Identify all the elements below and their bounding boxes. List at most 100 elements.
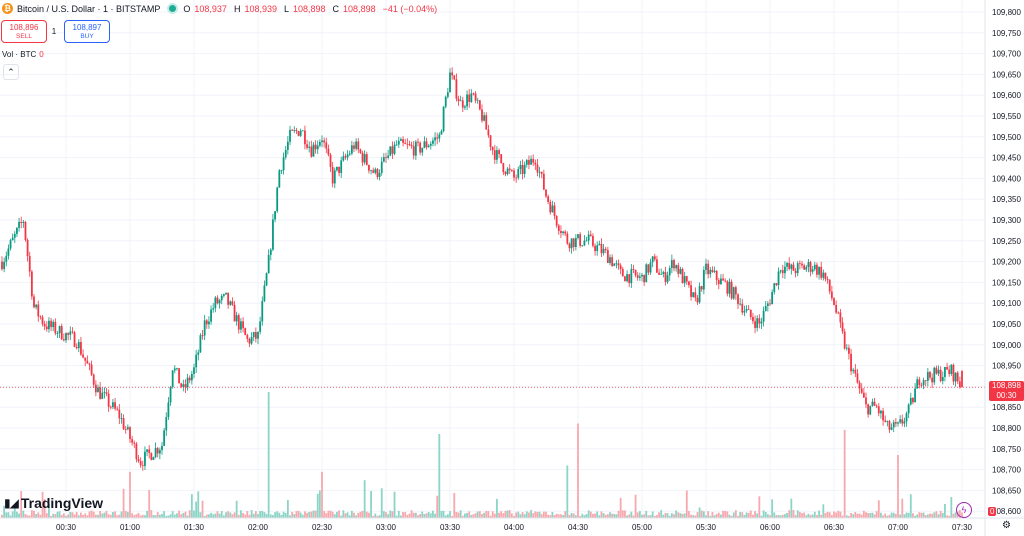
candle-body [257,331,259,339]
candle-body [636,275,639,278]
candle-body [664,272,667,282]
volume-bar [901,498,904,518]
candle-body [67,333,70,335]
volume-bar [30,510,33,518]
high-value: 108,939 [244,3,277,14]
candle-body [916,379,919,389]
price-tick-label: 108,700 [992,466,1021,475]
candle-body [167,402,170,418]
candle-body [171,370,174,388]
volume-bar [146,510,148,518]
candle-body [417,141,419,143]
buy-button[interactable]: 108,897 BUY [64,20,110,43]
candle-body [784,266,786,274]
candle-body [84,357,87,361]
candle-body [929,372,931,378]
time-tick-label: 01:00 [120,523,141,532]
sell-button[interactable]: 108,896 SELL [1,20,47,43]
candle-body [118,409,121,419]
volume-bar [626,515,628,518]
volume-bar [894,513,897,518]
candle-body [344,156,347,158]
volume-bar [3,505,6,518]
candle-body [60,326,63,340]
chevron-up-icon[interactable]: ⌃ [3,64,19,80]
volume-bar [114,511,116,518]
candle-body [193,367,195,374]
volume-bar [167,515,170,518]
volume-bar [120,511,123,518]
candle-body [186,377,189,388]
volume-bar [668,515,671,518]
volume-bar [685,490,688,518]
volume-bar [353,512,355,518]
market-status-icon[interactable] [169,5,177,12]
high-label: H [233,3,241,14]
volume-bar [395,515,398,518]
candle-body [402,139,404,143]
volume-bar [135,514,138,518]
quantity-value[interactable]: 1 [51,27,57,36]
volume-bar [839,511,842,518]
volume-bar [265,513,268,518]
volume-bar [798,511,801,518]
volume-bar [73,514,76,518]
volume-bar [856,513,859,518]
volume-bar [675,510,678,518]
volume-bar [252,513,255,518]
candle-body [229,301,232,305]
volume-bar [711,511,714,518]
candle-body [523,164,526,174]
candle-body [404,142,407,144]
candle-body [702,270,705,290]
candle-body [534,162,537,165]
volume-bar [94,514,97,518]
candle-body [899,419,902,423]
candle-body [197,352,200,355]
candle-body [18,221,20,228]
volume-legend[interactable]: Vol · BTC 0 [2,50,44,59]
candle-body [45,326,48,330]
candle-body [385,157,387,158]
last-price-tag: 108,898 00:30 [989,381,1024,401]
candle-body [348,153,351,155]
candle-body [105,392,108,394]
candle-body [316,145,319,150]
volume-bar [939,510,942,518]
candle-body [743,310,746,313]
volume-bar [899,514,902,518]
candle-body [263,285,266,302]
volume-bar [837,510,840,518]
volume-bar [446,514,449,518]
candle-body [195,354,198,368]
volume-bar [103,512,106,518]
price-tick-label: 108,750 [992,445,1021,454]
tradingview-logo[interactable]: ▮◢ TradingView [4,495,103,511]
volume-bar [201,500,204,518]
lightning-icon[interactable]: ϟ [956,502,972,518]
volume-bar [466,512,468,518]
candle-body [214,297,217,309]
candle-body [7,248,10,256]
volume-bar [830,515,833,518]
candle-body [950,364,953,374]
volume-bar [259,510,262,518]
candle-body [16,227,18,234]
candle-body [276,187,279,212]
volume-bar [380,488,383,518]
volume-bar [745,512,748,518]
candle-body [50,320,52,328]
candle-body [865,397,867,405]
candle-body [440,131,443,135]
volume-bar [784,514,786,518]
candle-body [176,368,178,369]
volume-bar [666,513,669,518]
candle-body [600,243,603,254]
candle-body [741,303,744,313]
settings-gear-icon[interactable]: ⚙ [1002,520,1011,531]
symbol-title[interactable]: Bitcoin / U.S. Dollar · 1 · BITSTAMP [17,3,161,14]
price-tick-label: 109,000 [992,341,1021,350]
candle-body [152,457,155,460]
volume-bar [820,514,823,518]
